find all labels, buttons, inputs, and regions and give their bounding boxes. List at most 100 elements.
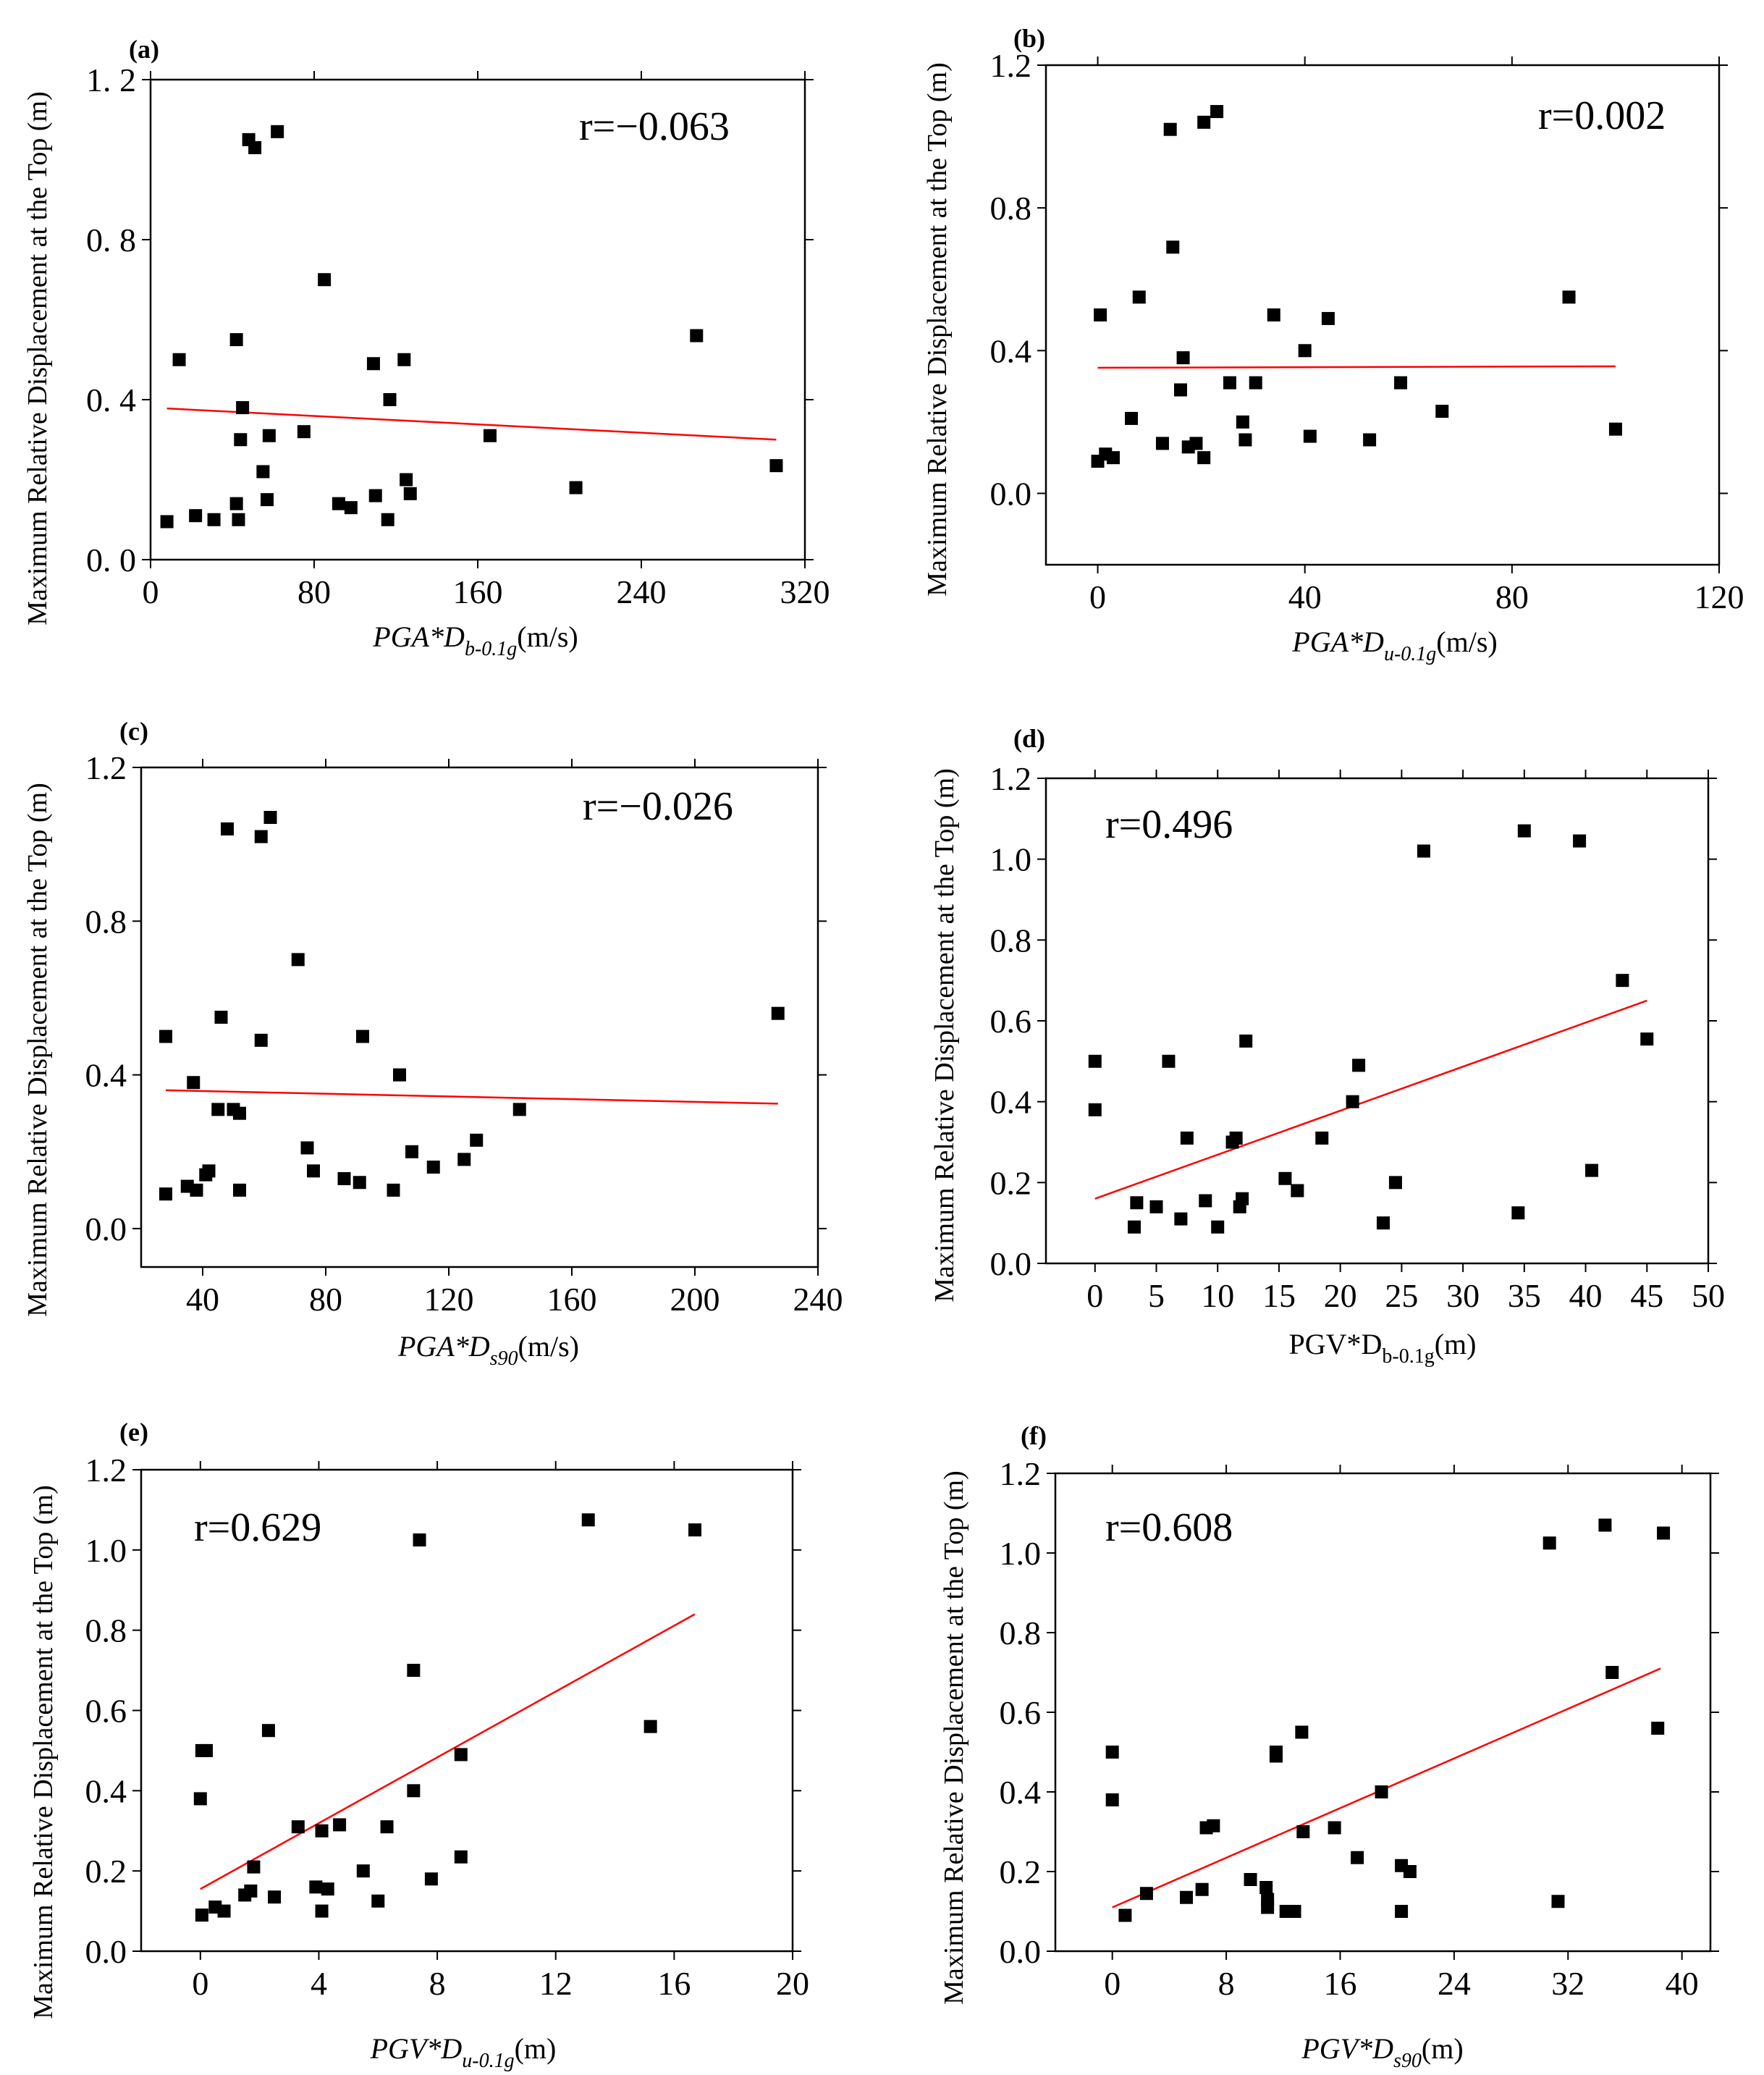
data-point: [247, 1860, 261, 1874]
x-tick-label: 320: [780, 573, 830, 610]
data-point: [353, 1176, 366, 1190]
x-tick-label: 0: [192, 1965, 208, 2002]
data-point: [214, 1011, 228, 1024]
y-tick-label: 0. 8: [86, 222, 136, 258]
x-tick-label: 240: [793, 1281, 843, 1318]
data-point: [159, 1187, 172, 1201]
y-tick-label: 1.2: [85, 749, 127, 786]
data-point: [187, 1076, 201, 1090]
data-point: [1189, 437, 1203, 450]
data-point: [315, 1824, 329, 1838]
y-tick-label: 0.6: [85, 1693, 127, 1730]
y-tick-label: 0. 4: [86, 382, 136, 418]
data-point: [1351, 1851, 1364, 1864]
y-tick-label: 0.6: [990, 1003, 1032, 1040]
x-tick-label: 25: [1385, 1277, 1418, 1314]
data-point: [337, 1171, 351, 1185]
data-point: [189, 509, 203, 523]
data-point: [1261, 1901, 1275, 1914]
y-tick-label: 0.4: [990, 1084, 1032, 1121]
x-tick-label: 200: [670, 1281, 720, 1318]
data-point: [1249, 376, 1262, 390]
data-point: [195, 1908, 208, 1922]
x-tick-label: 30: [1446, 1277, 1480, 1314]
data-point: [1176, 351, 1190, 365]
data-point: [1640, 1032, 1654, 1046]
y-axis-label: Maximum Relative Displacement at the Top…: [929, 768, 960, 1302]
x-axis-label: PGA*Ds90(m/s): [397, 1330, 579, 1370]
data-point: [233, 1183, 246, 1197]
x-axis-label: PGV*Db-0.1g(m): [1289, 1328, 1477, 1368]
data-point: [400, 473, 413, 487]
data-point: [1375, 1785, 1388, 1798]
data-point: [1197, 451, 1211, 465]
x-tick-label: 0: [1086, 1277, 1103, 1314]
y-tick-label: 1.0: [85, 1532, 127, 1569]
data-point: [368, 489, 382, 502]
data-point: [1315, 1131, 1329, 1145]
y-tick-label: 0.4: [1000, 1774, 1042, 1811]
correlation-annotation: r=−0.026: [583, 784, 733, 829]
data-point: [233, 1106, 246, 1120]
plot-area-c: 40 80 120 160 200 240 0.0 0.4 0.8 1.2: [85, 749, 843, 1318]
data-point: [307, 1164, 320, 1178]
data-point: [356, 1030, 369, 1043]
plot-area-e: 0 4 8 12 16 20 0.0 0.2 0.4 0.6 0.8 1.0 1.2: [85, 1452, 810, 2002]
data-point: [1107, 451, 1120, 465]
data-point: [1352, 1058, 1366, 1072]
data-point: [190, 1183, 203, 1197]
trend-line: [166, 407, 777, 441]
y-axis-label: Maximum Relative Displacement at the Top…: [22, 783, 53, 1316]
data-point: [232, 513, 245, 526]
data-point: [172, 353, 186, 366]
x-tick-label: 5: [1148, 1277, 1165, 1314]
data-point: [454, 1850, 468, 1864]
x-tick-label: 15: [1262, 1277, 1296, 1314]
data-point: [1105, 1746, 1119, 1759]
data-point: [1139, 1887, 1153, 1901]
x-tick-label: 16: [657, 1965, 691, 2002]
data-point: [344, 501, 358, 515]
data-point: [1210, 105, 1224, 119]
data-point: [229, 497, 243, 510]
data-point: [1376, 1216, 1390, 1230]
x-tick-label: 12: [539, 1965, 573, 2002]
y-tick-label: 0.0: [990, 475, 1032, 512]
data-point: [512, 1103, 526, 1116]
x-tick-label: 8: [429, 1965, 446, 2002]
x-axis-label: PGV*Du-0.1g(m): [370, 2032, 557, 2072]
data-point: [1551, 1895, 1565, 1908]
data-point: [1128, 1220, 1141, 1234]
data-point: [1267, 308, 1280, 321]
data-point: [1651, 1722, 1665, 1735]
data-point: [1125, 411, 1139, 425]
panel-label: (a): [129, 35, 159, 64]
data-point: [1605, 1666, 1619, 1679]
x-tick-label: 80: [297, 573, 331, 610]
data-point: [1291, 1184, 1304, 1198]
panel-c: 40 80 120 160 200 240 0.0 0.4 0.8 1.2 (c) r=−0.02…: [22, 717, 843, 1370]
x-tick-label: 40: [1288, 578, 1322, 615]
y-tick-label: 0.2: [1000, 1853, 1042, 1890]
panel-a: 0 80 160 240 320 0. 0 0. 4 0. 8 1. 2 (a) r=−0.06…: [22, 35, 830, 660]
panel-b: 0 40 80 120 0.0 0.4 0.8 1.2 (b) r=0.002 Maximum…: [922, 24, 1744, 665]
x-tick-label: 80: [309, 1281, 342, 1318]
panel-d: 0 5 10 15 20 25 30 35 40 45 50 0.0 0.2 0.4 0.6 0.8 1.0 1.…: [929, 724, 1725, 1368]
y-tick-label: 0.8: [990, 922, 1032, 959]
x-tick-label: 24: [1438, 1965, 1471, 2002]
data-point: [457, 1153, 471, 1166]
data-point: [1346, 1095, 1359, 1108]
data-point: [1149, 1200, 1163, 1213]
x-tick-label: 160: [453, 573, 503, 610]
x-axis-label: PGV*Ds90(m): [1301, 2032, 1463, 2072]
data-point: [1259, 1881, 1273, 1894]
data-point: [1180, 1131, 1194, 1145]
data-point: [211, 1103, 225, 1116]
y-tick-label: 1.2: [990, 47, 1032, 84]
trend-line: [1097, 365, 1616, 369]
x-axis-label: PGA*Du-0.1g(m/s): [1291, 626, 1497, 665]
data-point: [413, 1533, 426, 1546]
data-point: [1195, 1882, 1209, 1896]
x-axis-label: PGA*Db-0.1g(m/s): [372, 620, 578, 660]
x-tick-label: 4: [311, 1965, 327, 2002]
